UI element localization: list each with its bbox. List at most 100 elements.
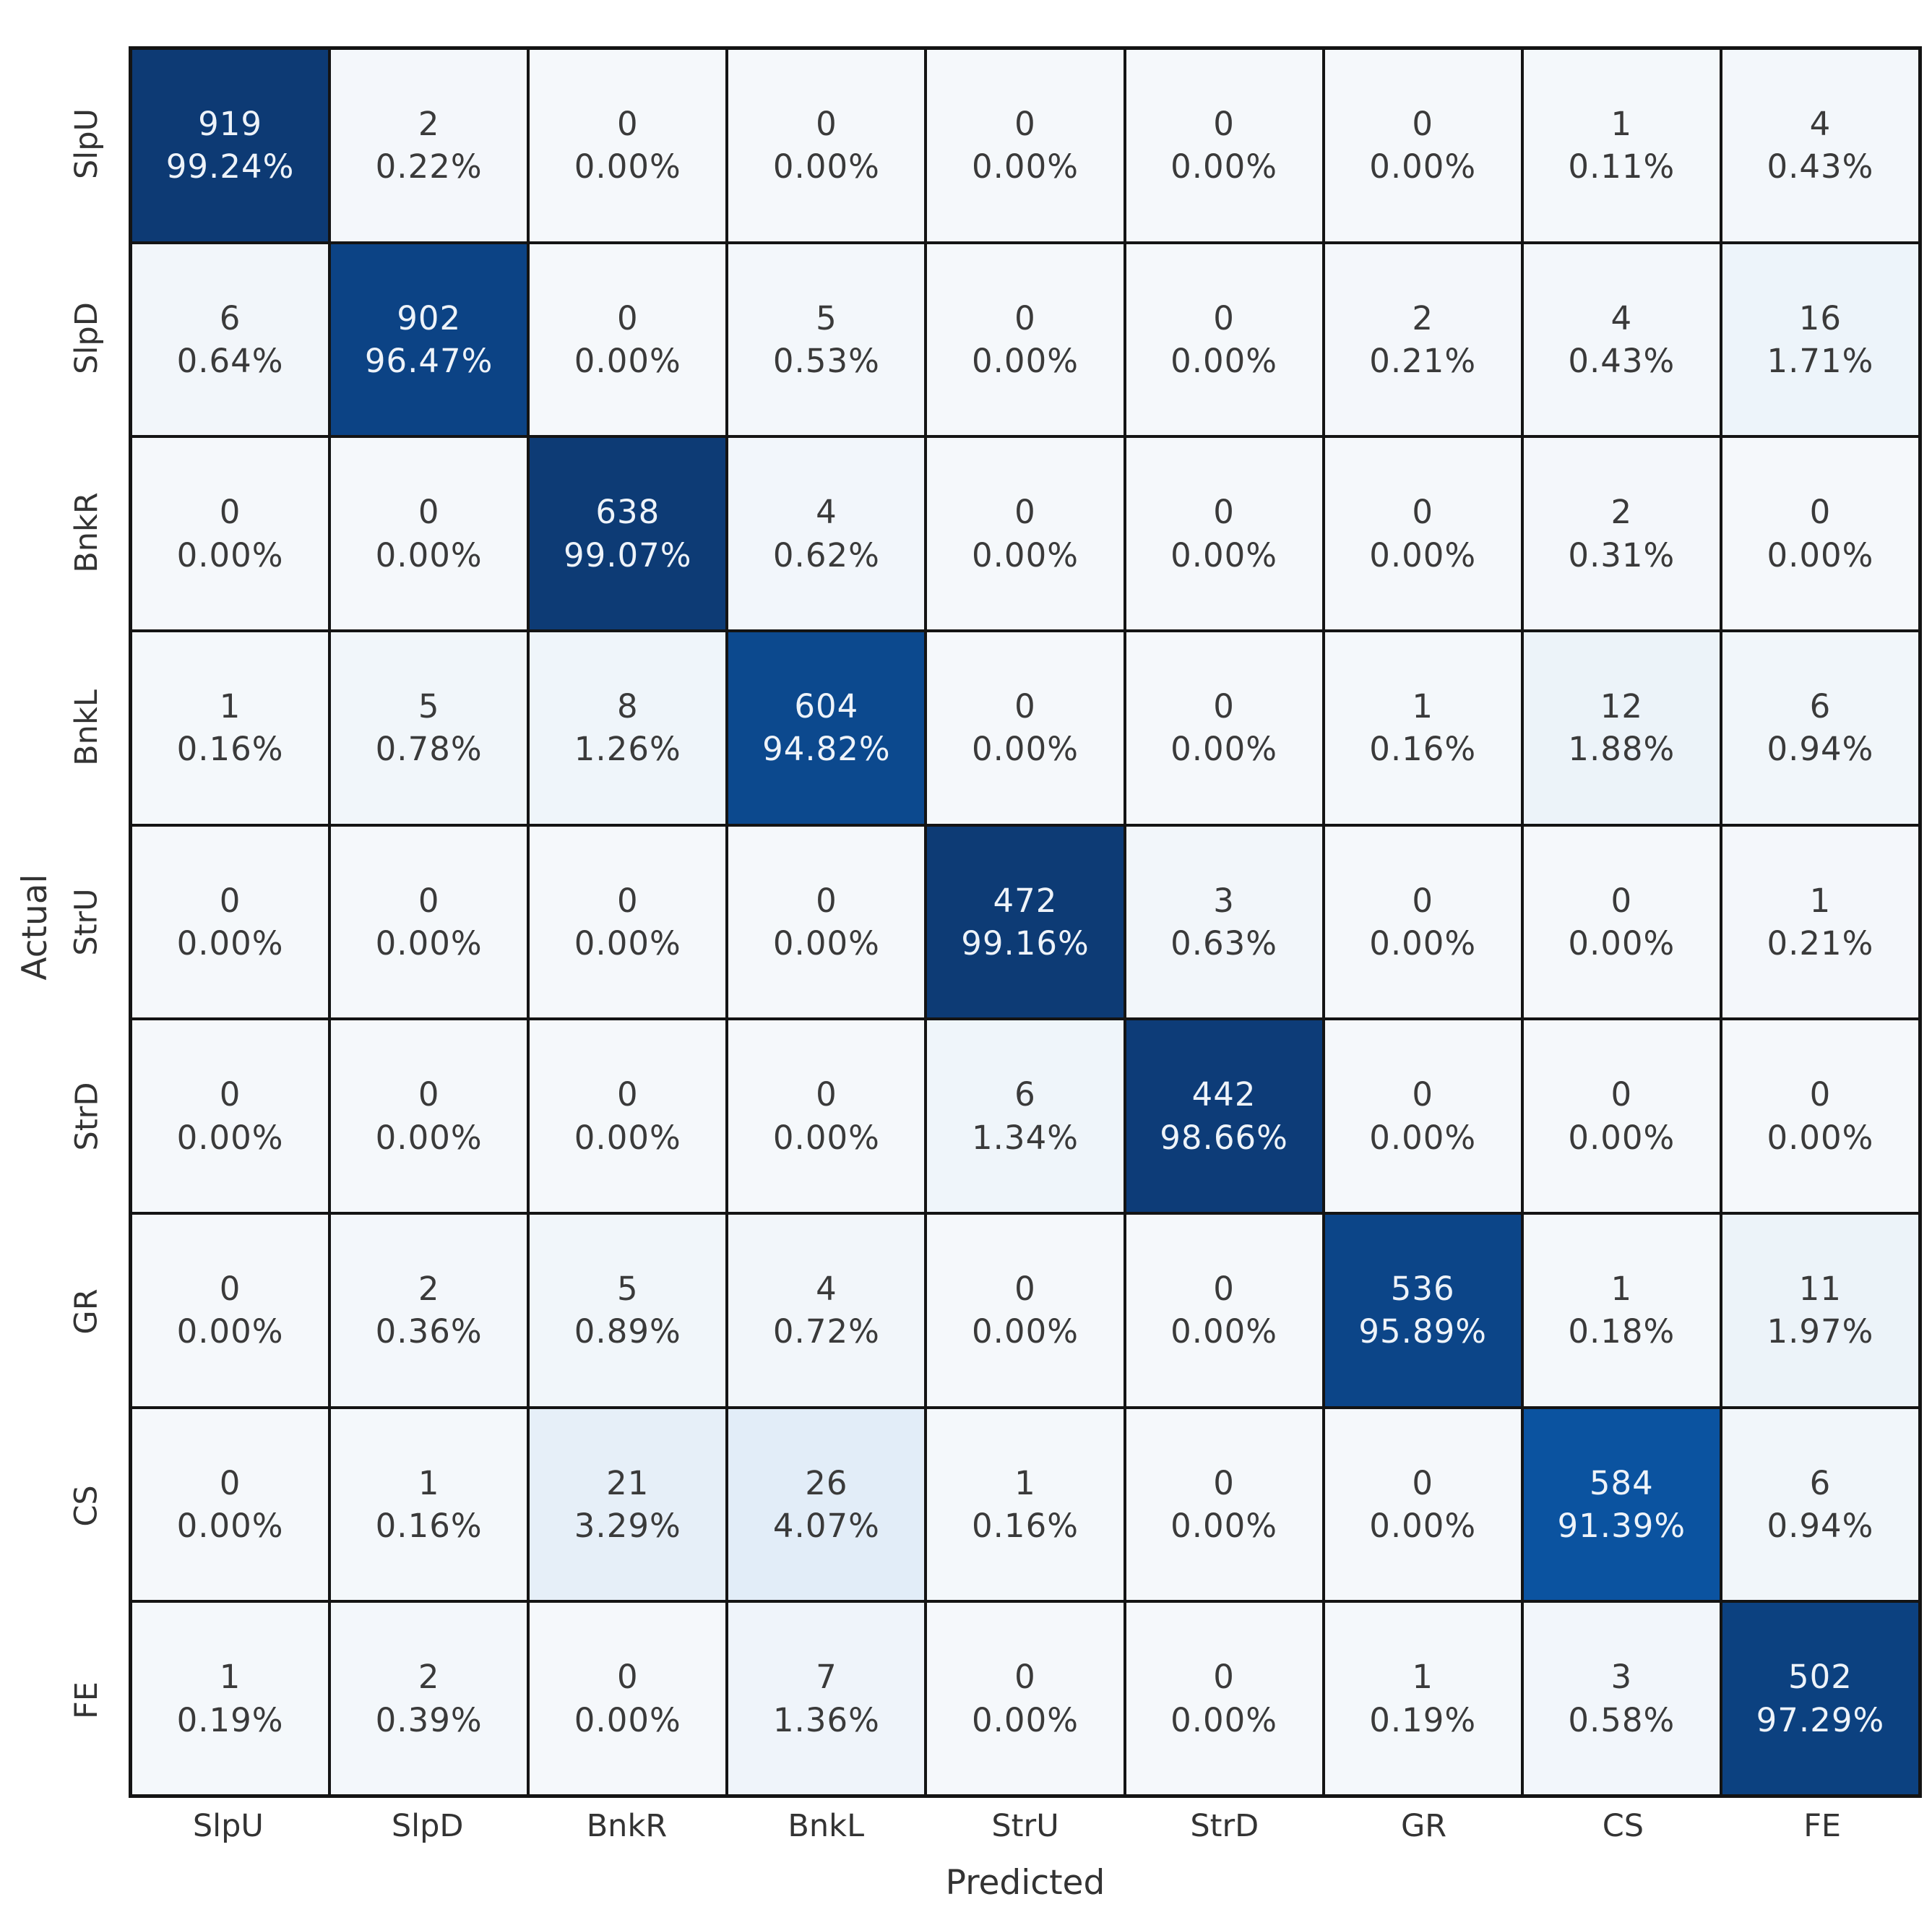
cell-count: 0 <box>418 493 440 532</box>
cell-count: 1 <box>219 1658 241 1697</box>
matrix-cell: 5 0.53% <box>728 244 925 436</box>
cell-percent: 0.00% <box>1170 341 1278 380</box>
cell-count: 0 <box>1014 1658 1036 1697</box>
cell-percent: 0.00% <box>176 1506 284 1545</box>
cell-count: 8 <box>616 686 639 726</box>
matrix-cell: 2 0.22% <box>331 50 527 241</box>
matrix-cell: 0 0.00% <box>1126 632 1322 824</box>
cell-percent: 0.19% <box>1369 1700 1477 1739</box>
y-tick-label: GR <box>68 1288 105 1335</box>
cell-count: 0 <box>1809 493 1832 532</box>
cell-percent: 0.00% <box>1170 147 1278 186</box>
cell-percent: 1.36% <box>772 1700 880 1739</box>
y-tick-label: CS <box>68 1485 105 1527</box>
cell-percent: 0.39% <box>375 1700 483 1739</box>
matrix-cell: 0 0.00% <box>927 50 1124 241</box>
matrix-cell: 1 0.21% <box>1722 826 1918 1018</box>
cell-percent: 0.18% <box>1568 1312 1676 1351</box>
cell-count: 7 <box>816 1658 837 1697</box>
matrix-cell: 536 95.89% <box>1324 1214 1521 1406</box>
cell-count: 4 <box>816 493 837 532</box>
cell-percent: 0.64% <box>176 341 284 380</box>
cell-percent: 0.31% <box>1568 535 1676 574</box>
x-tick-label: BnkR <box>586 1808 668 1844</box>
cell-count: 0 <box>219 493 241 532</box>
matrix-cell: 0 0.00% <box>927 632 1124 824</box>
matrix-cell: 1 0.16% <box>331 1408 527 1601</box>
cell-count: 16 <box>1798 298 1842 337</box>
cell-percent: 0.58% <box>1568 1700 1676 1739</box>
matrix-cell: 16 1.71% <box>1722 244 1918 436</box>
matrix-cell: 11 1.97% <box>1722 1214 1918 1406</box>
cell-count: 2 <box>418 104 440 143</box>
cell-count: 21 <box>606 1463 650 1502</box>
cell-percent: 0.89% <box>574 1312 681 1351</box>
cell-count: 0 <box>1213 298 1235 337</box>
cell-percent: 0.00% <box>1369 924 1477 963</box>
cell-count: 472 <box>993 881 1058 920</box>
cell-percent: 0.36% <box>375 1312 483 1351</box>
cell-count: 5 <box>616 1269 639 1308</box>
cell-count: 0 <box>1213 1269 1235 1308</box>
matrix-cell: 4 0.43% <box>1523 244 1720 436</box>
cell-percent: 0.00% <box>375 1118 483 1157</box>
cell-percent: 0.00% <box>772 1118 880 1157</box>
cell-percent: 0.00% <box>1767 535 1874 574</box>
matrix-cell: 0 0.00% <box>1523 1020 1720 1212</box>
cell-percent: 0.00% <box>574 147 681 186</box>
cell-percent: 0.94% <box>1767 1506 1874 1545</box>
matrix-cell: 0 0.00% <box>927 1214 1124 1406</box>
y-tick-label: FE <box>69 1682 105 1720</box>
cell-percent: 0.00% <box>1170 730 1278 769</box>
y-tick-label: StrU <box>69 888 105 956</box>
matrix-cell: 0 0.00% <box>728 50 925 241</box>
cell-percent: 0.00% <box>1568 1118 1676 1157</box>
matrix-cell: 0 0.00% <box>1324 1020 1521 1212</box>
cell-count: 0 <box>1014 298 1036 337</box>
y-tick-label: SlpU <box>69 108 105 179</box>
matrix-cell: 0 0.00% <box>530 1020 726 1212</box>
cell-count: 3 <box>1610 1658 1633 1697</box>
matrix-cell: 0 0.00% <box>1126 244 1322 436</box>
cell-percent: 4.07% <box>772 1506 880 1545</box>
cell-percent: 1.97% <box>1767 1312 1874 1351</box>
cell-count: 0 <box>1213 1463 1235 1502</box>
cell-percent: 91.39% <box>1557 1506 1686 1545</box>
cell-percent: 0.00% <box>1369 1118 1477 1157</box>
cell-percent: 0.19% <box>176 1700 284 1739</box>
confusion-matrix: 919 99.24% 2 0.22% 0 0.00% 0 0.00% 0 0.00% 0 0.00% 0… <box>129 46 1922 1798</box>
matrix-cell: 0 0.00% <box>331 1020 527 1212</box>
cell-count: 4 <box>1809 104 1832 143</box>
y-tick-label: SlpD <box>69 302 105 374</box>
cell-count: 0 <box>219 881 241 920</box>
matrix-cell: 0 0.00% <box>132 438 329 629</box>
cell-count: 584 <box>1589 1463 1654 1502</box>
matrix-cell: 1 0.11% <box>1523 50 1720 241</box>
cell-count: 0 <box>219 1075 241 1114</box>
cell-percent: 0.00% <box>1170 1312 1278 1351</box>
cell-count: 442 <box>1191 1075 1256 1114</box>
cell-count: 1 <box>1412 1658 1434 1697</box>
matrix-cell: 0 0.00% <box>530 50 726 241</box>
cell-percent: 3.29% <box>574 1506 681 1545</box>
cell-count: 5 <box>418 686 440 726</box>
cell-percent: 1.88% <box>1568 730 1676 769</box>
matrix-cell: 5 0.78% <box>331 632 527 824</box>
matrix-cell: 584 91.39% <box>1523 1408 1720 1601</box>
matrix-cell: 21 3.29% <box>530 1408 726 1601</box>
cell-count: 0 <box>1610 1075 1633 1114</box>
cell-count: 0 <box>1014 104 1036 143</box>
x-tick-label: CS <box>1602 1808 1644 1844</box>
cell-count: 6 <box>1014 1075 1036 1114</box>
cell-percent: 0.22% <box>375 147 483 186</box>
cell-percent: 0.00% <box>375 535 483 574</box>
cell-count: 0 <box>816 881 837 920</box>
cell-count: 1 <box>219 686 241 726</box>
cell-percent: 0.43% <box>1568 341 1676 380</box>
cell-percent: 0.72% <box>772 1312 880 1351</box>
x-tick-label: StrU <box>991 1808 1059 1844</box>
cell-percent: 0.00% <box>574 924 681 963</box>
cell-percent: 0.16% <box>375 1506 483 1545</box>
matrix-cell: 1 0.19% <box>132 1603 329 1794</box>
matrix-cell: 0 0.00% <box>132 826 329 1018</box>
